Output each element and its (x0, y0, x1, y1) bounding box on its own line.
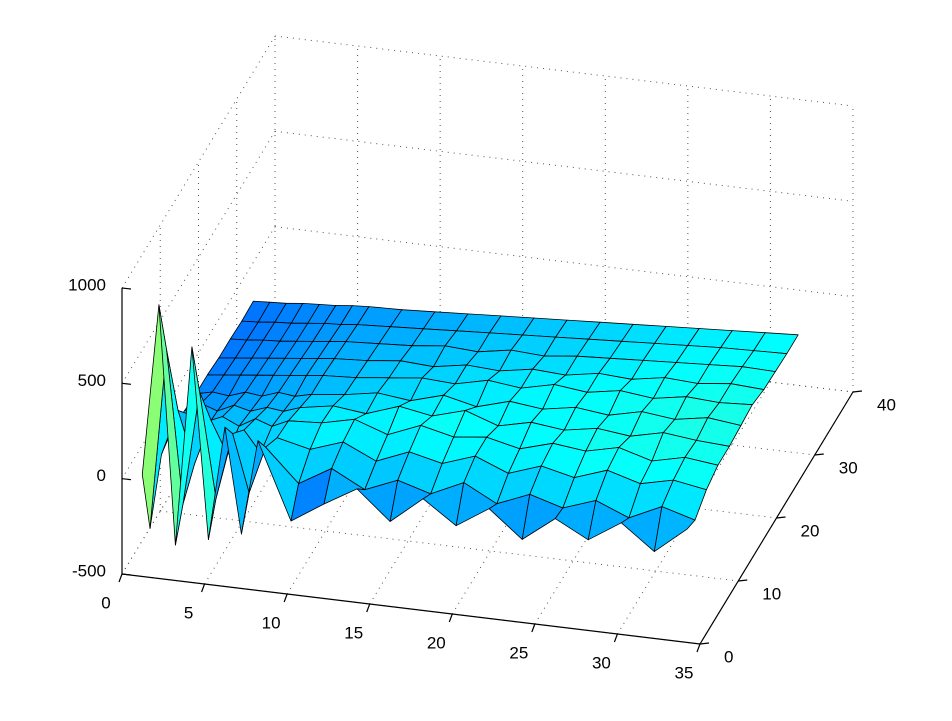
y-tick-label: 20 (801, 521, 820, 540)
x-tick (448, 613, 453, 623)
x-tick (366, 603, 371, 613)
x-tick-label: 10 (262, 613, 281, 632)
y-tick (699, 642, 710, 645)
surface-face (653, 506, 696, 552)
grid-line (274, 226, 854, 298)
grid-line (274, 35, 854, 107)
y-tick-label: 10 (762, 584, 781, 603)
y-tick-label: 30 (839, 458, 858, 477)
x-tick (283, 593, 288, 603)
x-tick (696, 643, 701, 653)
y-tick (814, 453, 824, 456)
z-tick-label: 1000 (68, 275, 106, 294)
z-tick-label: 500 (78, 371, 106, 390)
x-tick-label: 5 (184, 603, 193, 622)
z-tick-label: -500 (72, 561, 106, 580)
z-tick (121, 573, 132, 576)
x-tick-label: 0 (101, 593, 110, 612)
y-tick-label: 0 (724, 647, 733, 666)
y-tick (776, 516, 786, 519)
x-tick (531, 623, 536, 633)
x-tick (613, 633, 618, 643)
x-tick-label: 30 (592, 653, 611, 672)
x-tick-label: 15 (344, 623, 363, 642)
grid-line (121, 35, 276, 289)
z-tick (121, 287, 132, 290)
x-tick-label: 25 (509, 643, 528, 662)
x-tick-label: 20 (427, 633, 446, 652)
x-tick-label: 35 (675, 663, 694, 682)
x-tick (201, 583, 206, 593)
z-tick-label: 0 (97, 466, 106, 485)
surface (141, 300, 799, 552)
x-axis-line (121, 573, 701, 645)
z-tick (121, 478, 132, 481)
y-tick-label: 40 (877, 395, 896, 414)
y-tick (738, 579, 748, 582)
z-tick (121, 382, 132, 385)
y-tick (852, 390, 863, 393)
grid-line (274, 130, 854, 202)
x-tick (118, 573, 123, 583)
